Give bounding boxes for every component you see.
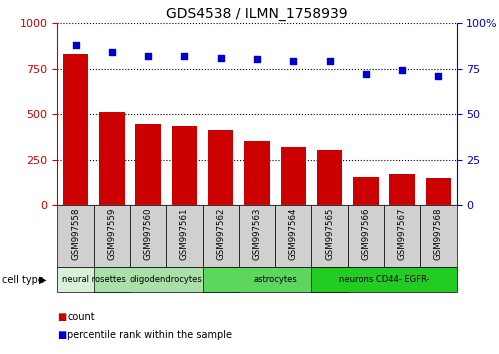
Bar bbox=[384, 205, 420, 267]
Bar bbox=[166, 205, 203, 267]
Text: GSM997563: GSM997563 bbox=[252, 207, 261, 260]
Bar bbox=[389, 174, 415, 205]
Bar bbox=[208, 130, 234, 205]
Point bbox=[435, 73, 443, 79]
Text: GSM997562: GSM997562 bbox=[216, 207, 225, 260]
Bar bbox=[57, 205, 94, 267]
Bar bbox=[311, 267, 457, 292]
Bar bbox=[63, 54, 88, 205]
Text: neurons CD44- EGFR-: neurons CD44- EGFR- bbox=[339, 275, 429, 284]
Bar bbox=[353, 177, 379, 205]
Text: GSM997561: GSM997561 bbox=[180, 207, 189, 260]
Bar bbox=[94, 205, 130, 267]
Point bbox=[181, 53, 189, 59]
Point bbox=[362, 71, 370, 77]
Bar bbox=[426, 178, 451, 205]
Point bbox=[217, 55, 225, 61]
Point bbox=[398, 68, 406, 73]
Bar bbox=[348, 205, 384, 267]
Bar bbox=[311, 205, 348, 267]
Text: ■: ■ bbox=[57, 312, 67, 322]
Point bbox=[325, 58, 333, 64]
Text: oligodendrocytes: oligodendrocytes bbox=[130, 275, 203, 284]
Text: neural rosettes: neural rosettes bbox=[62, 275, 126, 284]
Text: GSM997565: GSM997565 bbox=[325, 207, 334, 260]
Text: GSM997567: GSM997567 bbox=[398, 207, 407, 260]
Bar bbox=[317, 150, 342, 205]
Point bbox=[144, 53, 152, 59]
Text: ▶: ▶ bbox=[39, 275, 47, 285]
Bar bbox=[172, 126, 197, 205]
Point bbox=[71, 42, 79, 48]
Point bbox=[289, 58, 297, 64]
Title: GDS4538 / ILMN_1758939: GDS4538 / ILMN_1758939 bbox=[166, 7, 348, 21]
Text: GSM997566: GSM997566 bbox=[361, 207, 370, 260]
Text: count: count bbox=[67, 312, 95, 322]
Text: GSM997560: GSM997560 bbox=[144, 207, 153, 260]
Bar bbox=[420, 205, 457, 267]
Text: percentile rank within the sample: percentile rank within the sample bbox=[67, 330, 233, 339]
Text: cell type: cell type bbox=[2, 275, 44, 285]
Text: GSM997564: GSM997564 bbox=[289, 207, 298, 260]
Bar bbox=[203, 267, 348, 292]
Bar bbox=[245, 141, 269, 205]
Bar bbox=[280, 147, 306, 205]
Bar bbox=[130, 205, 166, 267]
Text: astrocytes: astrocytes bbox=[253, 275, 297, 284]
Text: ■: ■ bbox=[57, 330, 67, 339]
Point bbox=[253, 57, 261, 62]
Bar bbox=[135, 124, 161, 205]
Text: GSM997558: GSM997558 bbox=[71, 207, 80, 260]
Bar bbox=[57, 267, 130, 292]
Bar bbox=[99, 112, 125, 205]
Bar bbox=[94, 267, 239, 292]
Text: GSM997568: GSM997568 bbox=[434, 207, 443, 260]
Point bbox=[108, 49, 116, 55]
Bar bbox=[203, 205, 239, 267]
Text: GSM997559: GSM997559 bbox=[107, 207, 116, 259]
Bar bbox=[239, 205, 275, 267]
Bar bbox=[275, 205, 311, 267]
